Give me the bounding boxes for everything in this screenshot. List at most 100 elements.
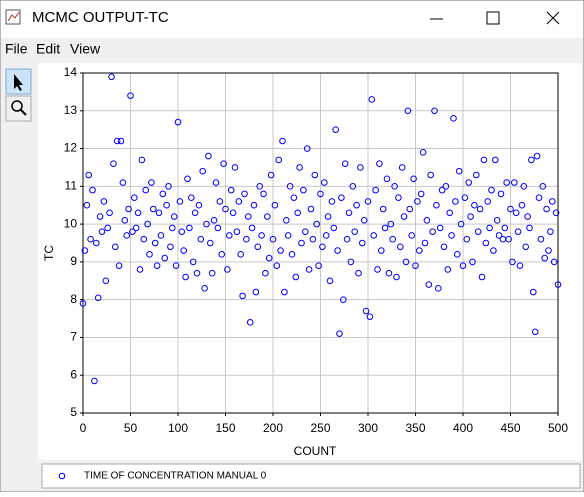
y-tick-label: 6	[70, 367, 77, 381]
x-tick-label: 400	[453, 421, 473, 435]
data-point	[93, 239, 100, 247]
data-point	[476, 205, 484, 213]
data-point	[89, 186, 96, 194]
data-point	[351, 228, 359, 235]
zoom-icon	[11, 100, 23, 112]
data-point	[474, 228, 482, 235]
data-point	[478, 273, 486, 281]
data-point	[543, 205, 550, 213]
data-point	[340, 296, 347, 303]
data-point	[505, 235, 512, 243]
data-point	[186, 224, 193, 232]
close-button[interactable]	[546, 11, 560, 25]
data-point	[110, 160, 117, 167]
data-point	[509, 258, 516, 266]
data-point	[376, 160, 383, 167]
data-point	[446, 209, 454, 217]
data-point	[229, 209, 237, 217]
data-point	[231, 164, 239, 171]
data-point	[227, 186, 235, 194]
points	[79, 73, 562, 385]
data-point	[492, 156, 499, 164]
data-point	[169, 224, 176, 232]
data-point	[294, 209, 302, 217]
x-tick-label: 100	[168, 421, 188, 435]
menu-item[interactable]: View	[70, 41, 101, 57]
data-point	[210, 217, 218, 224]
data-point	[387, 220, 395, 228]
data-point	[146, 251, 153, 258]
data-point	[167, 243, 174, 251]
data-point	[172, 262, 180, 269]
data-point	[108, 73, 115, 81]
data-point	[345, 209, 353, 217]
data-point	[357, 164, 364, 171]
data-point	[385, 269, 393, 277]
data-point	[170, 213, 178, 220]
y-tick-label: 5	[70, 405, 77, 419]
data-point	[347, 258, 355, 266]
data-point	[552, 209, 560, 217]
x-tick-label: 250	[310, 421, 330, 435]
data-point	[129, 228, 136, 235]
data-point	[112, 243, 119, 251]
data-point	[271, 201, 279, 209]
data-point	[328, 198, 336, 205]
data-point	[121, 217, 129, 224]
data-point	[490, 247, 497, 254]
data-point	[140, 235, 148, 243]
data-point	[123, 232, 130, 239]
data-point	[174, 118, 182, 126]
data-point	[288, 251, 296, 258]
data-point	[163, 201, 170, 209]
menu-item[interactable]: File	[5, 41, 28, 57]
data-point	[117, 137, 125, 145]
data-point	[533, 152, 541, 160]
data-point	[311, 171, 319, 179]
data-point	[366, 313, 374, 320]
data-point	[224, 266, 231, 273]
data-point	[307, 205, 315, 213]
data-point	[235, 198, 243, 205]
data-point	[115, 262, 123, 269]
data-point	[334, 247, 341, 254]
data-point	[452, 198, 459, 205]
data-point	[220, 160, 227, 167]
x-tick-label: 450	[500, 421, 520, 435]
data-point	[393, 273, 400, 281]
data-point	[398, 164, 406, 171]
data-point	[469, 258, 476, 266]
data-point	[364, 198, 372, 205]
maximize-button[interactable]	[486, 11, 500, 25]
data-point	[359, 239, 366, 247]
data-point	[436, 224, 444, 232]
data-point	[395, 194, 402, 201]
data-point	[102, 277, 110, 285]
title-bar	[1, 1, 583, 38]
data-point	[343, 235, 351, 243]
data-point	[397, 243, 404, 251]
data-point	[550, 258, 558, 266]
data-point	[303, 145, 311, 152]
legend	[41, 463, 581, 489]
data-point	[199, 167, 206, 175]
data-point	[520, 183, 528, 190]
data-point	[269, 235, 277, 243]
data-point	[467, 213, 474, 220]
data-point	[85, 171, 92, 179]
menu-item[interactable]: Edit	[36, 41, 60, 57]
data-point	[450, 115, 457, 122]
zoom-tool[interactable]	[5, 95, 32, 122]
data-point	[473, 171, 480, 179]
data-point	[79, 300, 87, 307]
data-point	[332, 126, 340, 133]
data-point	[554, 281, 562, 288]
data-point	[383, 175, 391, 183]
y-tick-label: 14	[64, 65, 78, 79]
data-point	[514, 228, 522, 235]
data-point	[530, 288, 537, 296]
data-point	[193, 269, 201, 277]
data-point	[381, 224, 389, 232]
